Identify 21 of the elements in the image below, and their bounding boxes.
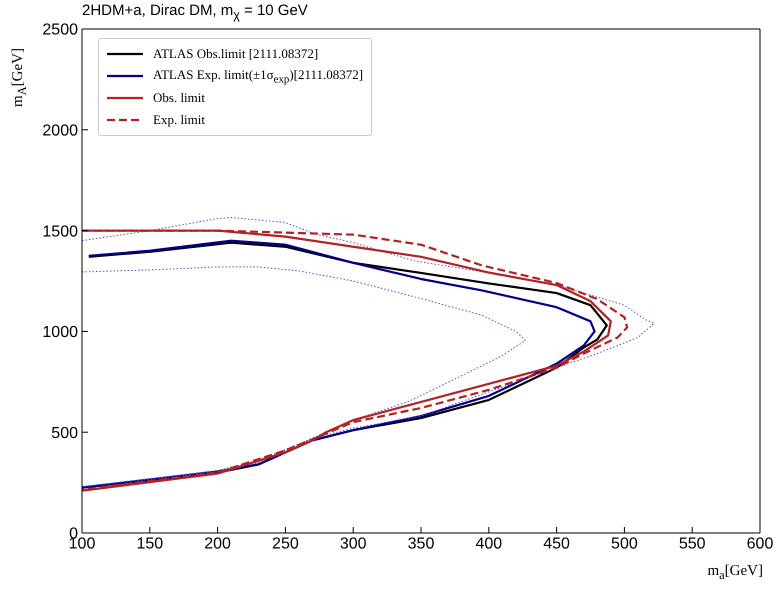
x-tick-label: 350: [408, 535, 434, 552]
x-tick-label: 600: [746, 535, 774, 552]
legend-label: Obs. limit: [153, 90, 206, 106]
y-tick-label: 1500: [42, 223, 78, 240]
x-tick-label: 300: [340, 535, 367, 552]
y-tick-label: 500: [51, 424, 78, 442]
x-tick-label: 200: [204, 535, 232, 552]
x-tick-label: 500: [611, 535, 638, 552]
y-tick-label: 2500: [42, 22, 78, 39]
legend-label: Exp. limit: [153, 112, 205, 128]
legend-label: ATLAS Obs.limit [2111.08372]: [153, 46, 318, 62]
x-tick-label: 450: [543, 535, 570, 552]
x-tick-label: 150: [136, 535, 164, 552]
x-tick-label: 550: [678, 535, 706, 552]
legend-label: ATLAS Exp. limit(±1σ$_{exp}$)[2111.08372]: [153, 66, 364, 86]
x-tick-label: 250: [272, 535, 299, 552]
chart-title: 2HDM+a, Dirac DM, m$_{χ}$ = 10 GeV: [82, 2, 308, 22]
x-tick-label: 400: [475, 535, 502, 552]
y-tick-label: 1000: [42, 324, 78, 342]
x-axis-title: m$_{a}$[GeV]: [707, 563, 763, 582]
y-tick-label: 2000: [42, 122, 78, 140]
